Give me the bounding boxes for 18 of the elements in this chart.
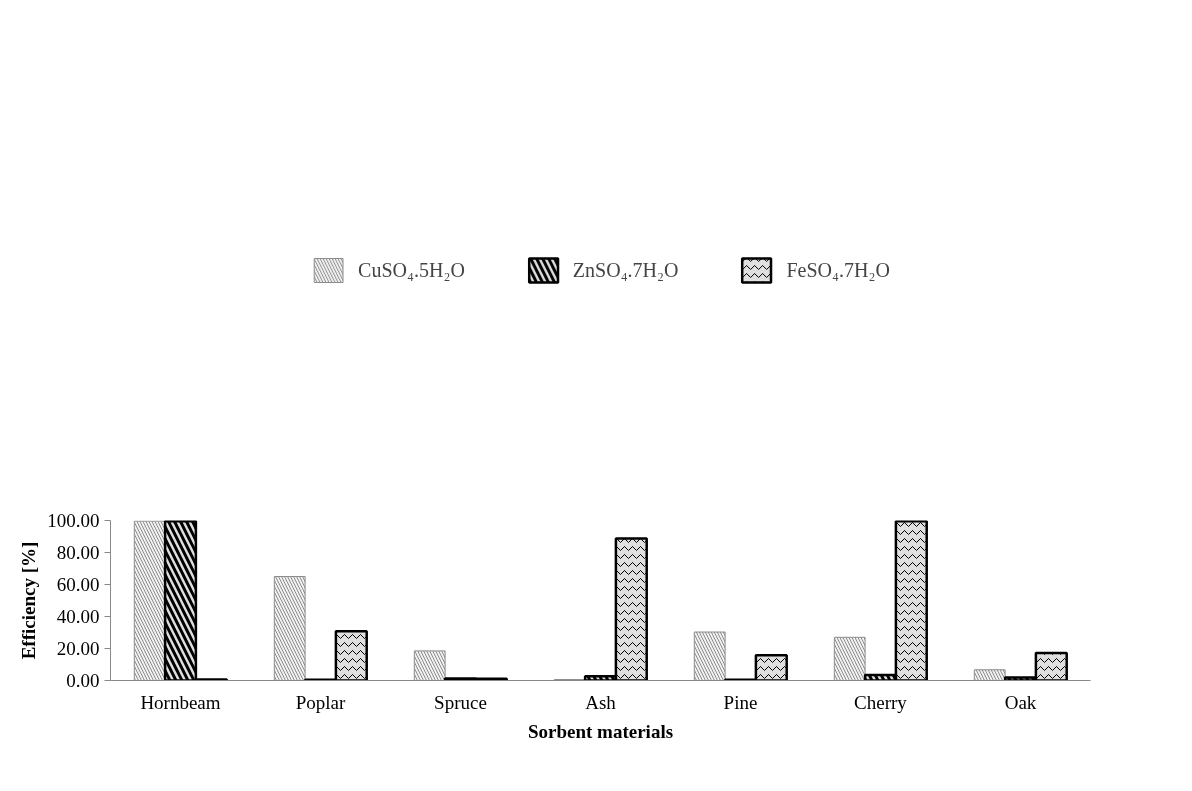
x-tick-label: Poplar [295,691,346,713]
x-tick-label: Hornbeam [140,691,221,713]
legend-label: ZnSO₄.7H₂O [572,258,679,282]
y-tick-label: 80.00 [56,542,100,563]
x-tick-label: Ash [585,691,617,713]
y-axis-title: Efficiency [%] [18,541,40,660]
x-tick-label: Pine [723,691,758,713]
legend-label: CuSO₄.5H₂O [358,258,465,282]
y-tick-label: 60.00 [56,574,100,595]
y-tick-label: 20.00 [56,638,100,659]
x-tick-label: Oak [1004,691,1037,713]
y-tick-label: 40.00 [56,606,100,627]
x-tick-label: Cherry [854,691,908,713]
legend-label: FeSO₄.7H₂O [786,258,890,282]
x-axis-title: Sorbent materials [527,720,674,742]
x-tick-label: Spruce [434,691,487,713]
y-tick-label: 100.00 [47,510,100,531]
y-tick-label: 0.00 [66,670,100,691]
